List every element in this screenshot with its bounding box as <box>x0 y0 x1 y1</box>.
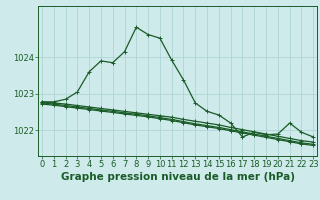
X-axis label: Graphe pression niveau de la mer (hPa): Graphe pression niveau de la mer (hPa) <box>60 172 295 182</box>
